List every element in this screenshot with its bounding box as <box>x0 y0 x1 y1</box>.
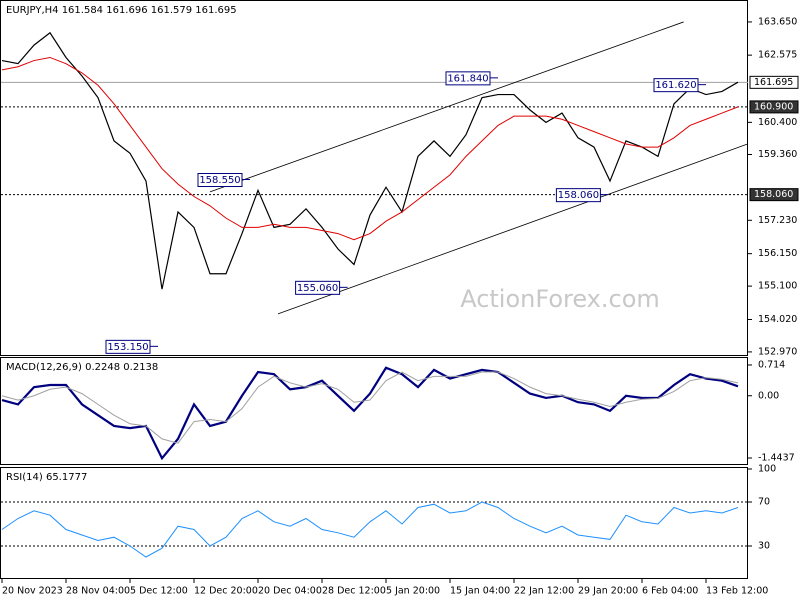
y-tick-label: 100 <box>758 464 776 475</box>
macd-pane <box>0 357 748 465</box>
x-tick-label: 5 Dec 12:00 <box>130 586 188 597</box>
macd-title: MACD(12,26,9) 0.2248 0.2138 <box>6 362 158 373</box>
level-box <box>749 75 799 89</box>
y-tick-label: 160.400 <box>758 117 797 128</box>
y-tick-label: 163.650 <box>758 16 797 27</box>
x-tick-label: 6 Feb 04:00 <box>642 586 698 597</box>
x-tick-label: 12 Dec 20:00 <box>194 586 258 597</box>
price-title: EURJPY,H4 161.584 161.696 161.579 161.69… <box>6 5 237 16</box>
annotation-label: 158.060 <box>558 190 599 201</box>
series-line <box>1 366 739 461</box>
series-line <box>1 371 739 444</box>
x-tick-label: 22 Jan 12:00 <box>514 586 574 597</box>
trend-line <box>209 21 684 193</box>
y-tick-label: 157.230 <box>758 215 797 226</box>
y-tick-label: 154.020 <box>758 314 797 325</box>
trend-line <box>277 143 748 315</box>
annotation-label: 155.060 <box>297 283 338 294</box>
price-pane <box>0 0 748 356</box>
y-tick-label: 0.714 <box>758 359 785 370</box>
x-tick-label: 28 Nov 04:00 <box>66 586 130 597</box>
y-tick-label: 156.150 <box>758 248 797 259</box>
y-tick-label: 30 <box>758 541 770 552</box>
y-tick-label: 70 <box>758 497 770 508</box>
level-box <box>749 188 799 202</box>
y-tick-label: 162.575 <box>758 50 797 61</box>
level-box <box>749 100 799 114</box>
x-tick-label: 20 Nov 2023 <box>2 586 63 597</box>
annotation-label: 153.150 <box>107 342 148 353</box>
level-label: 161.695 <box>754 77 793 88</box>
y-tick-label: 152.970 <box>758 346 797 357</box>
series-line <box>1 56 739 241</box>
annotation-label: 161.840 <box>447 73 488 84</box>
x-tick-label: 29 Jan 20:00 <box>578 586 638 597</box>
x-tick-label: 13 Feb 12:00 <box>706 586 768 597</box>
x-tick-label: 15 Jan 04:00 <box>450 586 510 597</box>
rsi-pane <box>0 467 748 579</box>
watermark: ActionForex.com <box>460 285 660 313</box>
level-label: 160.900 <box>754 101 793 112</box>
rsi-title: RSI(14) 65.1777 <box>6 472 87 483</box>
x-tick-label: 28 Dec 12:00 <box>322 586 386 597</box>
y-tick-label: 155.100 <box>758 281 797 292</box>
series-line <box>1 501 739 558</box>
y-tick-label: 159.360 <box>758 149 797 160</box>
y-tick-label: 0.00 <box>758 390 779 401</box>
level-label: 158.060 <box>754 189 793 200</box>
annotation-label: 161.620 <box>655 80 696 91</box>
series-line <box>1 31 739 290</box>
annotation-label: 158.550 <box>199 175 240 186</box>
x-tick-label: 20 Dec 04:00 <box>258 586 322 597</box>
x-tick-label: 5 Jan 20:00 <box>386 586 440 597</box>
y-tick-label: -1.4437 <box>758 453 795 464</box>
